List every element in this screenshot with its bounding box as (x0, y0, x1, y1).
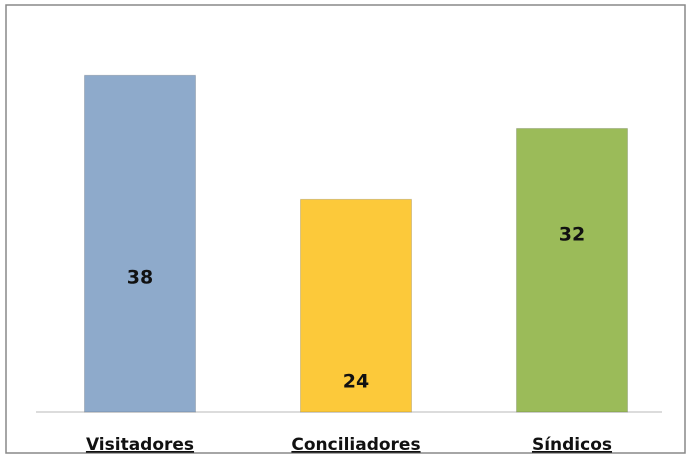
x-tick-label: Conciliadores (291, 435, 420, 455)
x-tick-label: Visitadores (86, 435, 194, 455)
data-label: 24 (343, 371, 369, 393)
bar (516, 127, 628, 413)
bar (300, 198, 412, 413)
data-label: 38 (127, 267, 153, 289)
x-tick-label: Síndicos (532, 435, 612, 455)
data-label: 32 (559, 224, 585, 246)
bar (84, 74, 196, 413)
